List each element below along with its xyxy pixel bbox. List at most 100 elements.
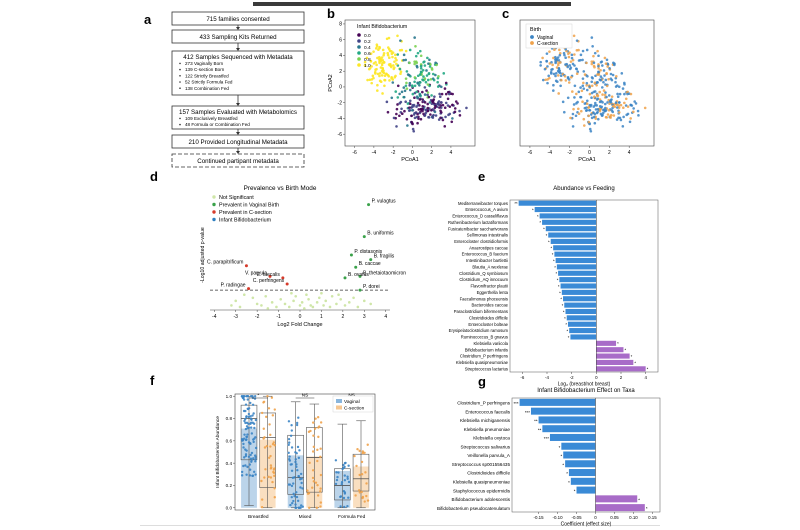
y-tick-label: 0.2 bbox=[226, 483, 233, 488]
significance-marker: ** bbox=[534, 419, 538, 424]
x-axis-label: PCoA1 bbox=[578, 157, 595, 163]
box bbox=[287, 434, 304, 495]
data-point bbox=[419, 63, 423, 66]
data-point bbox=[446, 104, 450, 107]
significance-marker: * bbox=[548, 239, 550, 244]
data-point bbox=[603, 56, 607, 60]
data-point bbox=[429, 113, 432, 116]
data-point bbox=[272, 441, 276, 444]
data-point bbox=[243, 418, 247, 421]
data-point bbox=[410, 114, 413, 118]
bar bbox=[570, 334, 597, 340]
data-point bbox=[299, 506, 302, 509]
data-point bbox=[423, 93, 427, 96]
data-point bbox=[254, 446, 258, 450]
data-point bbox=[363, 60, 367, 64]
category-label: Klebsiella michiganensis bbox=[460, 418, 511, 423]
data-point bbox=[287, 305, 291, 309]
data-point bbox=[410, 108, 414, 112]
data-point bbox=[554, 55, 557, 59]
data-point bbox=[615, 75, 618, 78]
data-point bbox=[576, 70, 580, 73]
data-point bbox=[546, 81, 549, 85]
data-point bbox=[358, 288, 362, 292]
y-tick-label: -6 bbox=[338, 132, 343, 138]
significance-marker: * bbox=[552, 252, 554, 257]
data-point bbox=[260, 411, 264, 415]
legend-swatch bbox=[530, 41, 534, 45]
data-point bbox=[416, 101, 420, 105]
data-point bbox=[596, 117, 600, 121]
bullet-dot bbox=[179, 75, 181, 77]
data-point bbox=[615, 118, 619, 121]
category-label: Clostridium_P perfringens bbox=[460, 354, 508, 359]
data-point bbox=[244, 464, 247, 467]
data-point bbox=[596, 108, 600, 111]
bar bbox=[569, 328, 597, 334]
data-point bbox=[612, 114, 616, 117]
y-axis-label: -Log10 adjusted p-value bbox=[200, 227, 206, 283]
data-point bbox=[316, 459, 319, 463]
data-point bbox=[559, 61, 562, 64]
data-point bbox=[283, 302, 287, 306]
data-point bbox=[387, 63, 391, 66]
legend-label: 0.2 bbox=[364, 39, 371, 45]
data-point bbox=[402, 95, 406, 99]
data-point bbox=[434, 114, 438, 117]
data-point bbox=[622, 115, 625, 119]
significance-marker: * bbox=[554, 265, 556, 270]
flow-box bbox=[171, 50, 305, 96]
data-point bbox=[242, 398, 246, 401]
data-point bbox=[425, 69, 428, 72]
data-point bbox=[428, 101, 432, 104]
data-point bbox=[360, 490, 363, 494]
bullet-dot bbox=[179, 62, 181, 65]
category-label: Clostridium_Q symbiosum bbox=[459, 271, 508, 276]
data-point bbox=[419, 54, 423, 58]
legend-label: 0.8 bbox=[364, 57, 371, 63]
data-point bbox=[312, 445, 316, 449]
data-point bbox=[557, 58, 561, 62]
data-point bbox=[408, 81, 412, 85]
data-point bbox=[441, 118, 445, 122]
data-point bbox=[598, 107, 602, 111]
data-point bbox=[252, 440, 255, 444]
data-point bbox=[379, 80, 383, 84]
data-point bbox=[439, 106, 443, 109]
data-point bbox=[355, 464, 358, 468]
data-point bbox=[297, 416, 300, 419]
category-label: Klebsiella pneumoniae bbox=[464, 427, 511, 432]
legend-swatch bbox=[212, 217, 216, 222]
data-point bbox=[594, 101, 597, 105]
data-point bbox=[312, 434, 315, 437]
data-point bbox=[254, 458, 257, 461]
data-point bbox=[427, 95, 431, 99]
data-point bbox=[301, 505, 304, 508]
data-point bbox=[428, 58, 431, 62]
data-point bbox=[590, 36, 594, 39]
bar bbox=[519, 398, 596, 406]
x-tick-label: -3 bbox=[233, 314, 238, 320]
legend-swatch bbox=[212, 210, 216, 214]
data-point bbox=[448, 112, 452, 116]
data-point bbox=[602, 89, 606, 92]
data-point bbox=[244, 427, 248, 431]
x-tick-label: Mixed bbox=[299, 514, 312, 520]
category-label: Veillonella parvula_A bbox=[467, 453, 511, 458]
data-point bbox=[251, 414, 254, 417]
data-point bbox=[552, 89, 555, 92]
data-point bbox=[421, 107, 424, 111]
data-point bbox=[318, 425, 321, 428]
data-point bbox=[340, 483, 343, 486]
data-point bbox=[366, 499, 370, 502]
data-point bbox=[593, 121, 597, 125]
data-point bbox=[263, 436, 266, 439]
data-point bbox=[230, 304, 233, 307]
data-point bbox=[382, 52, 386, 55]
data-point bbox=[378, 55, 381, 59]
data-point bbox=[404, 49, 408, 53]
data-point bbox=[427, 62, 430, 65]
data-point bbox=[422, 78, 425, 82]
flow-bullet: 139 C-section Born bbox=[185, 67, 225, 72]
data-point bbox=[347, 496, 350, 499]
